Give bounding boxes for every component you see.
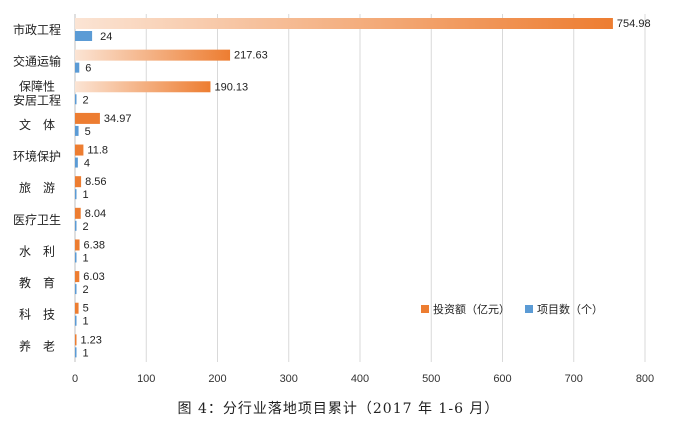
x-tick-label: 0 xyxy=(72,373,78,385)
x-tick-label: 300 xyxy=(280,373,298,385)
value-label-project-count: 2 xyxy=(83,284,89,296)
category-label: 市政工程 xyxy=(13,22,61,37)
category-label: 水 利 xyxy=(19,244,55,258)
bar-investment xyxy=(75,81,211,93)
bar-chart: 0 100 200 300 400 500 600 700 800754.9824市政工程217… xyxy=(13,14,654,385)
value-label-investment: 5 xyxy=(83,303,89,315)
bar-project-count xyxy=(75,347,77,358)
bar-investment xyxy=(75,302,79,314)
x-tick-label: 400 xyxy=(351,373,369,385)
legend-swatch-investment xyxy=(421,305,429,313)
category-label: 保障性 xyxy=(19,78,55,93)
x-tick-label: 700 xyxy=(565,373,583,385)
x-tick-label: 800 xyxy=(636,373,654,385)
category-label: 环境保护 xyxy=(13,149,61,164)
legend-label-project-count: 项目数（个） xyxy=(537,303,603,316)
bar-project-count xyxy=(75,94,77,105)
value-label-project-count: 2 xyxy=(83,221,89,233)
category-label: 安居工程 xyxy=(13,92,61,107)
gridlines xyxy=(74,14,646,362)
category-label: 科 技 xyxy=(19,308,55,322)
value-label-investment: 8.56 xyxy=(85,176,106,188)
x-tick-label: 500 xyxy=(422,373,440,385)
bar-investment xyxy=(75,334,77,346)
value-label-project-count: 24 xyxy=(100,31,112,43)
value-label-project-count: 4 xyxy=(84,158,90,170)
bar-project-count xyxy=(75,315,77,326)
value-label-project-count: 6 xyxy=(85,63,91,75)
value-label-investment: 8.04 xyxy=(85,208,106,220)
bars xyxy=(75,18,613,358)
legend-swatch-project-count xyxy=(525,305,533,313)
category-label: 旅 游 xyxy=(19,181,55,195)
bar-investment xyxy=(75,271,80,283)
value-label-project-count: 1 xyxy=(83,316,89,328)
value-label-project-count: 1 xyxy=(83,189,89,201)
legend-label-investment: 投资额（亿元） xyxy=(433,302,510,316)
bar-investment xyxy=(75,176,82,188)
value-label-project-count: 2 xyxy=(83,94,89,106)
value-label-investment: 1.23 xyxy=(81,334,102,346)
value-label-investment: 217.63 xyxy=(234,50,268,62)
bar-project-count xyxy=(75,125,79,136)
value-label-investment: 6.38 xyxy=(84,239,105,251)
bar-project-count xyxy=(75,62,80,73)
category-label: 医疗卫生 xyxy=(13,213,61,227)
category-label: 文 体 xyxy=(19,117,55,132)
bar-project-count xyxy=(75,31,93,41)
category-label: 养 老 xyxy=(19,338,55,353)
value-label-project-count: 5 xyxy=(85,126,91,138)
x-tick-label: 600 xyxy=(493,373,511,385)
bar-project-count xyxy=(75,252,77,263)
bar-investment xyxy=(75,239,80,251)
bar-investment xyxy=(75,144,84,156)
value-label-investment: 754.98 xyxy=(617,18,651,30)
bar-investment xyxy=(75,112,100,124)
bar-project-count xyxy=(75,284,77,295)
value-label-investment: 6.03 xyxy=(83,271,104,283)
bar-investment xyxy=(75,207,81,219)
bar-investment xyxy=(75,18,613,29)
bar-project-count xyxy=(75,220,77,231)
value-label-investment: 190.13 xyxy=(214,81,248,93)
figure-caption: 图 4：分行业落地项目累计（2017 年 1-6 月） xyxy=(177,401,500,417)
category-label: 交通运输 xyxy=(13,54,61,69)
value-label-investment: 34.97 xyxy=(104,113,132,125)
x-tick-label: 200 xyxy=(208,373,226,385)
bar-investment xyxy=(75,49,231,61)
value-label-project-count: 1 xyxy=(83,347,89,359)
bar-project-count xyxy=(75,157,78,168)
value-label-project-count: 1 xyxy=(83,252,89,264)
x-tick-label: 100 xyxy=(137,373,155,385)
legend: 投资额（亿元） 项目数（个） xyxy=(421,302,603,316)
labels: 0 100 200 300 400 500 600 700 800754.9824市政工程217… xyxy=(13,18,654,385)
value-label-investment: 11.8 xyxy=(87,145,108,157)
bar-project-count xyxy=(75,189,77,200)
category-label: 教 育 xyxy=(19,275,55,290)
